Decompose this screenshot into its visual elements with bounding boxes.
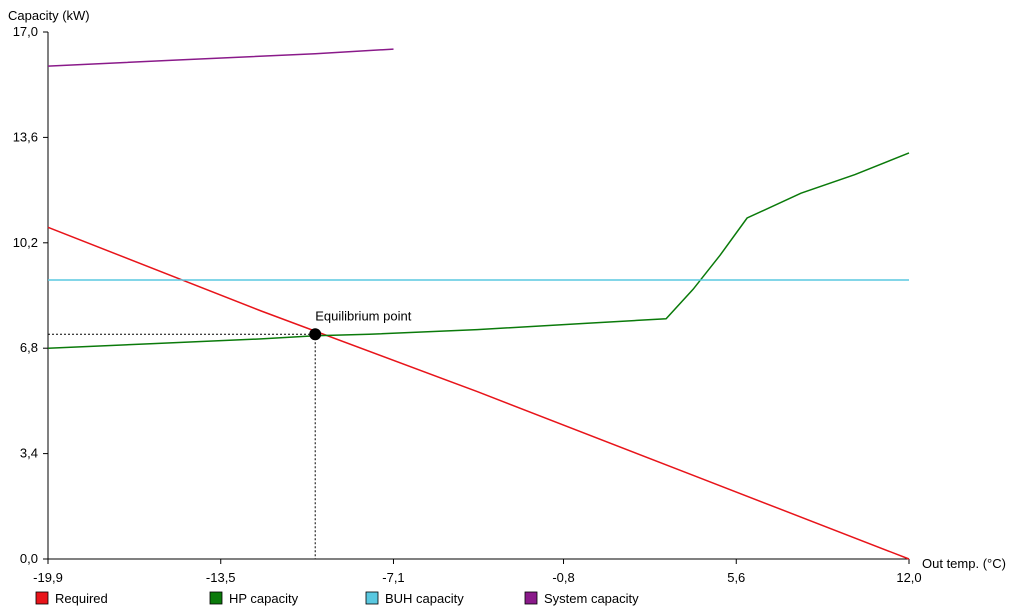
series-line	[47, 48, 394, 67]
markers: Equilibrium point	[309, 308, 412, 341]
y-tick-label: 13,6	[13, 129, 38, 144]
legend: Required HP capacity BUH capacity System ca…	[35, 591, 639, 606]
legend-label: System capacity	[544, 591, 639, 606]
y-axis-label: Capacity (kW)	[8, 8, 90, 23]
legend-swatch	[35, 591, 49, 605]
series-line	[47, 226, 910, 560]
annotation-label: Equilibrium point	[315, 308, 411, 323]
y-tick-label: 0,0	[20, 551, 38, 566]
x-tick-label: -19,9	[33, 570, 63, 585]
x-tick-label: 5,6	[727, 570, 745, 585]
ticks: -19,9 -13,5 -7,1 -0,8 5,6 12,0 0,0 3,4 6,8 10,2 13…	[13, 24, 922, 585]
y-tick-label: 3,4	[20, 446, 38, 461]
legend-label: Required	[55, 591, 108, 606]
x-tick-label: -13,5	[206, 570, 236, 585]
series-lines	[47, 48, 910, 560]
y-tick-label: 10,2	[13, 235, 38, 250]
series-line	[47, 152, 910, 349]
x-tick-label: -0,8	[552, 570, 574, 585]
axes	[47, 32, 909, 560]
equilibrium-point-marker	[309, 328, 322, 341]
legend-label: BUH capacity	[385, 591, 464, 606]
x-tick-label: -7,1	[382, 570, 404, 585]
y-tick-label: 6,8	[20, 340, 38, 355]
legend-swatch	[209, 591, 223, 605]
x-tick-label: 12,0	[896, 570, 921, 585]
legend-swatch	[365, 591, 379, 605]
x-axis-label: Out temp. (°C)	[922, 556, 1006, 571]
legend-label: HP capacity	[229, 591, 299, 606]
y-tick-label: 17,0	[13, 24, 38, 39]
legend-swatch	[524, 591, 538, 605]
equilibrium-guides	[48, 333, 316, 559]
